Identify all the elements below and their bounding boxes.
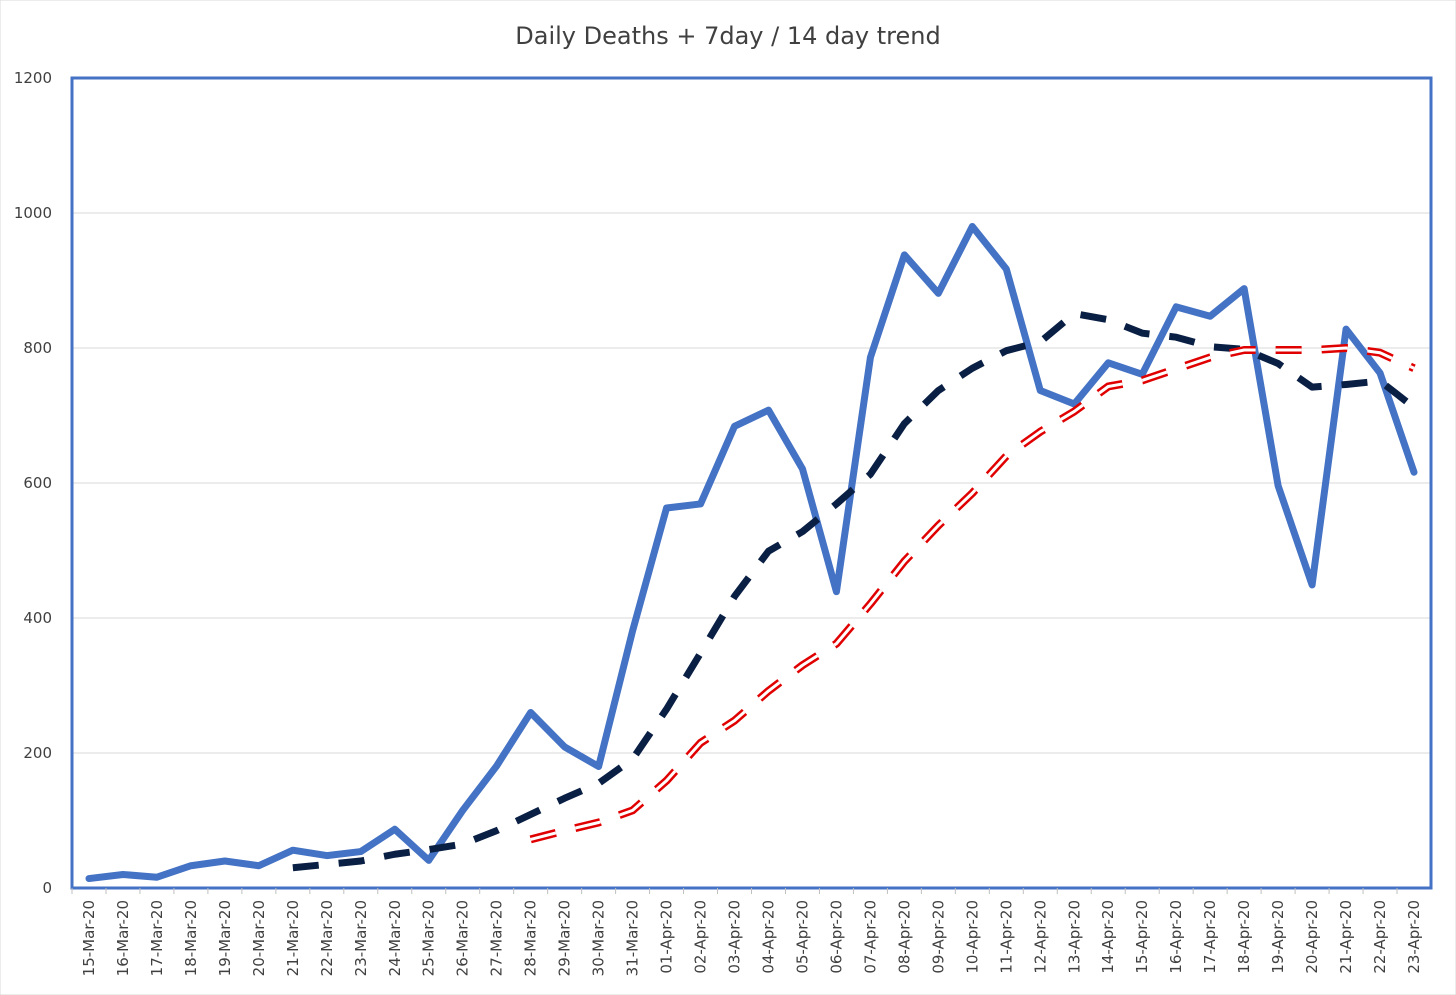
x-tick-label: 06-Apr-20 [827,900,845,974]
series-line-7day [292,310,1417,872]
x-tick-label: 24-Mar-20 [386,900,404,976]
x-tick-label: 21-Mar-20 [284,900,302,976]
x-tick-label: 01-Apr-20 [658,900,676,974]
x-tick-label: 25-Mar-20 [420,900,438,976]
y-tick-label: 600 [23,474,52,492]
x-tick-label: 16-Apr-20 [1167,900,1185,974]
y-tick-label: 400 [23,609,52,627]
x-tick-label: 11-Apr-20 [997,900,1015,974]
y-axis-ticks: 0 200 400 600 800 1000 1200 [14,69,52,897]
x-tick-label: 05-Apr-20 [793,900,811,974]
x-tick-label: 15-Mar-20 [80,900,98,976]
x-tick-label: 17-Mar-20 [148,900,166,976]
x-tick-label: 31-Mar-20 [624,900,642,976]
x-tick-label: 14-Apr-20 [1099,900,1117,974]
y-tick-label: 1000 [14,204,52,222]
x-tick-label: 19-Mar-20 [216,900,234,976]
series-line-14day-inner [530,346,1415,841]
x-tick-label: 10-Apr-20 [963,900,981,974]
x-tick-label: 08-Apr-20 [895,900,913,974]
x-tick-label: 20-Apr-20 [1303,900,1321,974]
x-tick-label: 07-Apr-20 [861,900,879,974]
x-tick-label: 19-Apr-20 [1269,900,1287,974]
x-tick-label: 23-Apr-20 [1405,900,1423,974]
x-tick-label: 13-Apr-20 [1065,900,1083,974]
y-tick-label: 200 [23,744,52,762]
x-tick-label: 22-Apr-20 [1371,900,1389,974]
x-tick-label: 23-Mar-20 [352,900,370,976]
x-tick-label: 30-Mar-20 [590,900,608,976]
x-tick-label: 27-Mar-20 [488,900,506,976]
y-tick-label: 1200 [14,69,52,87]
x-tick-label: 18-Apr-20 [1235,900,1253,974]
x-tick-label: 16-Mar-20 [114,900,132,976]
y-tick-label: 0 [42,879,52,897]
x-tick-label: 26-Mar-20 [454,900,472,976]
x-tick-label: 02-Apr-20 [692,900,710,974]
x-tick-label: 18-Mar-20 [182,900,200,976]
y-tick-label: 800 [23,339,52,357]
x-tick-label: 03-Apr-20 [726,900,744,974]
gridlines [72,212,1431,754]
series-lines [85,223,1418,883]
x-tick-label: 22-Mar-20 [318,900,336,976]
x-axis-ticks: 15-Mar-20 16-Mar-20 17-Mar-20 18-Mar-20 19-M… [71,888,1423,976]
chart-title: Daily Deaths + 7day / 14 day trend [515,22,940,50]
x-tick-label: 21-Apr-20 [1337,900,1355,974]
x-tick-label: 29-Mar-20 [556,900,574,976]
x-tick-label: 04-Apr-20 [759,900,777,974]
x-tick-label: 09-Apr-20 [929,900,947,974]
x-tick-label: 17-Apr-20 [1201,900,1219,974]
series-line-daily [85,223,1418,883]
x-tick-label: 12-Apr-20 [1031,900,1049,974]
x-tick-label: 20-Mar-20 [250,900,268,976]
x-tick-label: 28-Mar-20 [522,900,540,976]
x-tick-label: 15-Apr-20 [1133,900,1151,974]
